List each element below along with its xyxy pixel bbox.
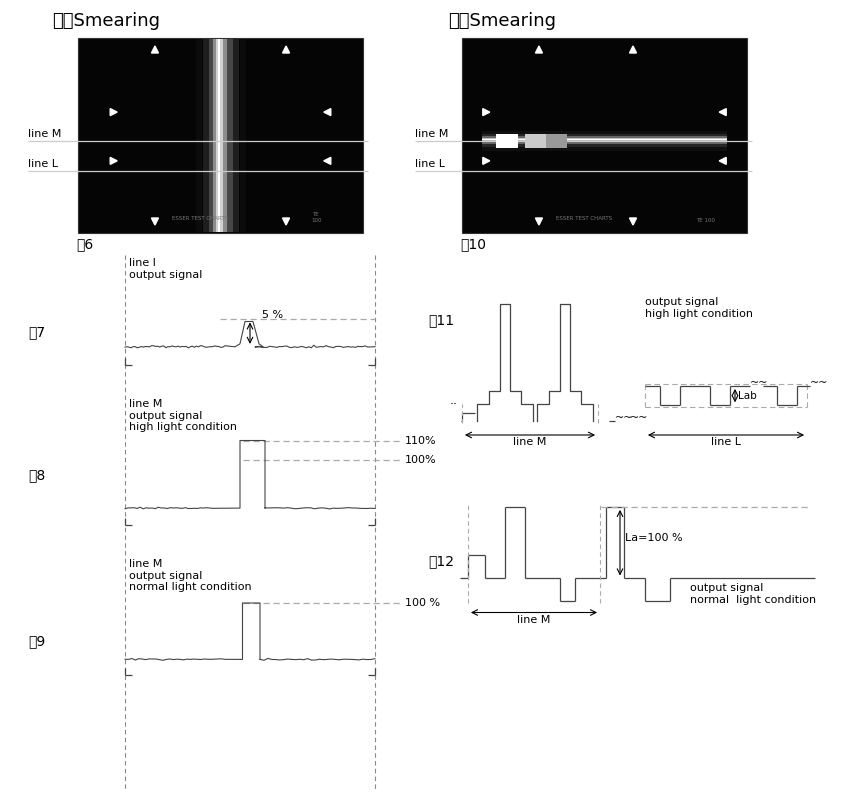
Text: ~~: ~~	[630, 413, 649, 423]
Polygon shape	[110, 157, 117, 164]
Text: ~~: ~~	[810, 378, 828, 388]
Text: 图12: 图12	[428, 555, 454, 568]
Bar	[219, 39, 225, 232]
Polygon shape	[483, 157, 490, 164]
Bar	[215, 39, 222, 232]
Text: 图11: 图11	[428, 313, 454, 327]
Text: line M
output signal
high light condition: line M output signal high light conditio…	[129, 399, 237, 432]
Bar	[196, 39, 202, 232]
Polygon shape	[483, 109, 490, 116]
Text: line L: line L	[28, 159, 58, 168]
Bar	[462, 38, 747, 233]
Bar	[482, 134, 727, 138]
Text: 水平Smearing: 水平Smearing	[448, 12, 556, 30]
Polygon shape	[535, 218, 542, 225]
Bar	[482, 136, 727, 140]
Text: 110%: 110%	[405, 436, 436, 445]
Bar	[223, 39, 229, 232]
Text: 图7: 图7	[28, 325, 45, 340]
Text: ~~: ~~	[750, 378, 768, 388]
Text: 图10: 图10	[460, 237, 486, 251]
Bar	[202, 39, 208, 232]
Text: output signal
normal  light condition: output signal normal light condition	[690, 584, 817, 605]
Text: TE 100: TE 100	[695, 218, 715, 223]
Text: ESSER TEST CHARTS: ESSER TEST CHARTS	[172, 216, 228, 221]
Text: line M: line M	[518, 614, 551, 625]
Polygon shape	[152, 218, 158, 225]
Bar	[546, 134, 567, 148]
Bar	[482, 131, 727, 135]
Polygon shape	[283, 46, 290, 53]
Bar	[213, 39, 219, 232]
Text: 垂直Smearing: 垂直Smearing	[52, 12, 160, 30]
Bar	[482, 138, 727, 142]
Text: line M: line M	[415, 130, 448, 139]
Bar	[482, 139, 727, 143]
Polygon shape	[629, 46, 636, 53]
Bar	[218, 39, 224, 232]
Polygon shape	[719, 157, 726, 164]
Text: TE
100: TE 100	[312, 213, 322, 223]
Bar	[482, 147, 727, 151]
Bar	[240, 39, 246, 232]
Text: line L: line L	[415, 159, 445, 168]
Polygon shape	[283, 218, 290, 225]
Bar	[482, 144, 727, 148]
Text: ESSER TEST CHARTS: ESSER TEST CHARTS	[556, 216, 612, 221]
Text: line M: line M	[28, 130, 61, 139]
Polygon shape	[535, 46, 542, 53]
Bar	[208, 39, 214, 232]
Text: 图9: 图9	[28, 634, 45, 648]
Bar	[226, 39, 232, 232]
Text: line M: line M	[513, 437, 546, 447]
Text: 100 %: 100 %	[405, 598, 440, 608]
Text: line l
output signal: line l output signal	[129, 258, 202, 279]
Polygon shape	[324, 157, 331, 164]
Text: ~~: ~~	[615, 413, 634, 423]
Text: output signal
high light condition: output signal high light condition	[645, 297, 753, 319]
Polygon shape	[719, 109, 726, 116]
Polygon shape	[629, 218, 636, 225]
Polygon shape	[324, 109, 331, 116]
Text: 图8: 图8	[28, 469, 45, 483]
Text: line L: line L	[711, 437, 741, 447]
Text: line M
output signal
normal light condition: line M output signal normal light condit…	[129, 559, 252, 592]
Text: 图6: 图6	[76, 237, 93, 251]
Polygon shape	[152, 46, 158, 53]
Bar	[482, 142, 727, 147]
Bar	[232, 39, 239, 232]
Text: 100%: 100%	[405, 455, 436, 465]
Bar	[496, 134, 518, 148]
Bar	[524, 134, 546, 148]
Text: ..: ..	[450, 394, 458, 407]
Text: 5 %: 5 %	[263, 309, 284, 320]
Text: La=100 %: La=100 %	[625, 533, 683, 543]
Bar	[482, 140, 727, 144]
Bar	[78, 38, 363, 233]
Polygon shape	[110, 109, 117, 116]
Text: Lab: Lab	[738, 390, 756, 401]
